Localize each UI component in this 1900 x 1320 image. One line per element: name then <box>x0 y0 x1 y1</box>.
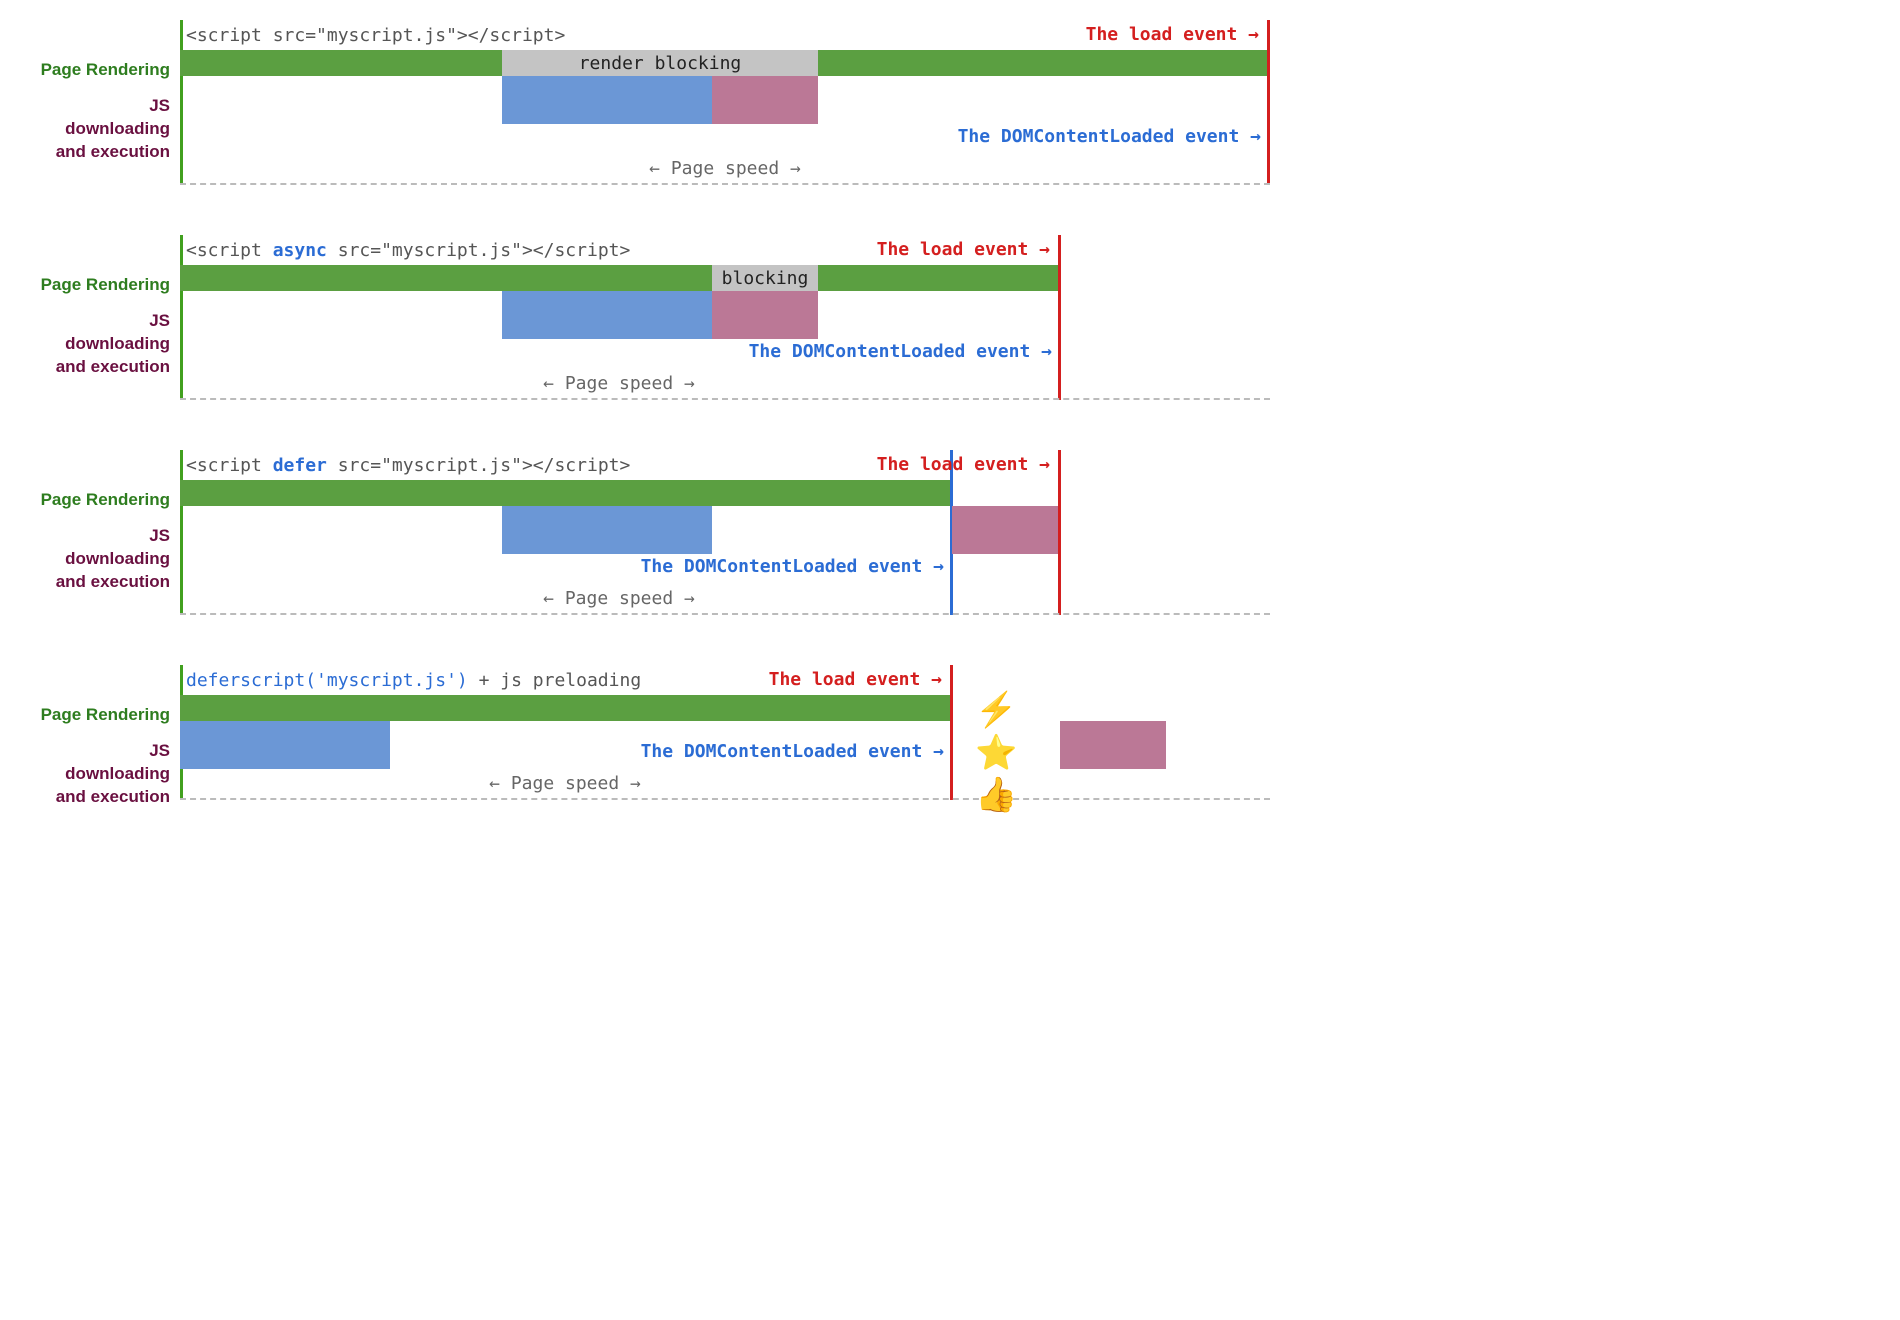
render-bar <box>180 480 950 506</box>
timeline: <script defer src="myscript.js"></script… <box>180 450 1270 615</box>
blocking-label: blocking <box>712 265 818 291</box>
timeline: <script async src="myscript.js"></script… <box>180 235 1270 400</box>
script-tag-code: deferscript('myscript.js') + js preloadi… <box>186 670 641 691</box>
label-page-rendering: Page Rendering <box>40 490 170 510</box>
dcl-event-label: The DOMContentLoaded event → <box>641 556 944 577</box>
page-speed-label: ← Page speed → <box>543 373 695 394</box>
dcl-row: The DOMContentLoaded event → <box>180 554 1270 582</box>
label-page-rendering: Page Rendering <box>40 275 170 295</box>
emoji: ⚡ <box>975 689 1017 732</box>
dcl-event-label: The DOMContentLoaded event → <box>641 741 944 762</box>
js-row <box>180 291 1270 339</box>
render-bar <box>818 265 1058 291</box>
render-row <box>180 695 1270 721</box>
load-event-label: The load event → <box>877 454 1050 475</box>
code-header: <script async src="myscript.js"></script… <box>180 235 1058 265</box>
js-row <box>180 76 1270 124</box>
render-bar <box>180 50 502 76</box>
code-header: <script src="myscript.js"></script> The l… <box>180 20 1267 50</box>
label-page-rendering: Page Rendering <box>40 60 170 80</box>
emoji: 👍 <box>975 774 1017 817</box>
page-speed-row: ← Page speed → <box>180 767 1270 800</box>
render-row: render blocking <box>180 50 1270 76</box>
diagram-plain: Page RenderingJS downloadingand executio… <box>180 20 1270 185</box>
load-event-label: The load event → <box>1086 24 1259 45</box>
code-header: deferscript('myscript.js') + js preloadi… <box>180 665 950 695</box>
diagram-defer: Page RenderingJS downloadingand executio… <box>180 450 1270 615</box>
dcl-row: The DOMContentLoaded event → <box>180 124 1270 152</box>
load-event-label: The load event → <box>769 669 942 690</box>
label-page-rendering: Page Rendering <box>40 705 170 725</box>
script-tag-code: <script defer src="myscript.js"></script… <box>186 455 630 476</box>
timeline: deferscript('myscript.js') + js preloadi… <box>180 665 1270 800</box>
page-speed-row: ← Page speed → <box>180 582 1270 615</box>
render-row: blocking <box>180 265 1270 291</box>
render-bar <box>180 695 950 721</box>
script-tag-code: <script src="myscript.js"></script> <box>186 25 565 46</box>
render-row <box>180 480 1270 506</box>
render-bar <box>180 265 712 291</box>
page-speed-row: ← Page speed → <box>180 367 1270 400</box>
dcl-row: The DOMContentLoaded event → <box>180 739 1270 767</box>
emoji: ⭐ <box>975 732 1017 775</box>
script-tag-code: <script async src="myscript.js"></script… <box>186 240 630 261</box>
emoji-column: ⚡⭐👍 <box>975 689 1017 817</box>
blocking-label: render blocking <box>502 50 818 76</box>
page-speed-label: ← Page speed → <box>543 588 695 609</box>
js-bar <box>502 291 712 339</box>
js-bar <box>502 506 712 554</box>
page-speed-label: ← Page speed → <box>489 773 641 794</box>
diagram-deferscript: Page RenderingJS downloadingand executio… <box>180 665 1270 800</box>
code-header: <script defer src="myscript.js"></script… <box>180 450 1058 480</box>
js-bar <box>712 76 818 124</box>
label-js-download-exec: JS downloadingand execution <box>40 310 170 379</box>
timeline: <script src="myscript.js"></script> The l… <box>180 20 1270 185</box>
dcl-row: The DOMContentLoaded event → <box>180 339 1270 367</box>
load-event-label: The load event → <box>877 239 1050 260</box>
js-bar <box>502 76 712 124</box>
label-js-download-exec: JS downloadingand execution <box>40 525 170 594</box>
label-js-download-exec: JS downloadingand execution <box>40 740 170 809</box>
render-bar <box>818 50 1267 76</box>
js-bar <box>952 506 1058 554</box>
page-speed-label: ← Page speed → <box>649 158 801 179</box>
dcl-event-label: The DOMContentLoaded event → <box>749 341 1052 362</box>
label-js-download-exec: JS downloadingand execution <box>40 95 170 164</box>
page-speed-row: ← Page speed → <box>180 152 1270 185</box>
dcl-event-label: The DOMContentLoaded event → <box>958 126 1261 147</box>
js-bar <box>712 291 818 339</box>
js-row <box>180 506 1270 554</box>
diagram-async: Page RenderingJS downloadingand executio… <box>180 235 1270 400</box>
